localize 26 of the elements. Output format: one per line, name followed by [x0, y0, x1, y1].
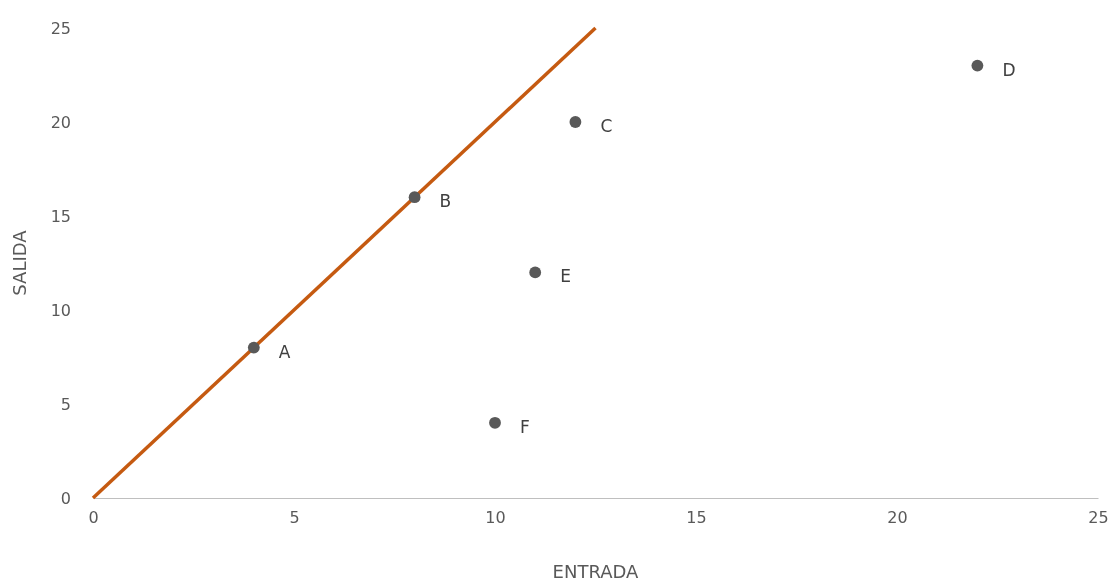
annotation: C — [600, 116, 613, 136]
y-tick-label: 20 — [50, 112, 71, 132]
y-tick-label: 0 — [60, 488, 71, 508]
annotation: B — [439, 191, 452, 212]
x-axis-title: ENTRADA — [552, 561, 640, 582]
y-axis-title: SALIDA — [9, 229, 30, 296]
point — [529, 266, 542, 279]
annotation: D — [1002, 59, 1016, 80]
x-tick-label: 20 — [887, 508, 908, 528]
annotation: A — [278, 341, 291, 362]
point — [569, 116, 582, 128]
point — [408, 191, 421, 204]
point — [489, 416, 501, 429]
x-tick-label: 15 — [686, 508, 707, 528]
x-tick-label: 25 — [1088, 508, 1109, 528]
x-tick-label: 0 — [88, 508, 99, 528]
y-tick-label: 10 — [50, 300, 71, 320]
point — [247, 341, 260, 354]
x-tick-label: 10 — [485, 508, 506, 528]
y-tick-label: 25 — [50, 18, 71, 38]
y-tick-label: 15 — [50, 206, 71, 226]
point — [971, 59, 984, 72]
x-tick-label: 5 — [289, 508, 300, 528]
y-tick-label: 5 — [60, 394, 71, 414]
annotation: E — [560, 266, 571, 287]
annotation: F — [520, 416, 530, 437]
